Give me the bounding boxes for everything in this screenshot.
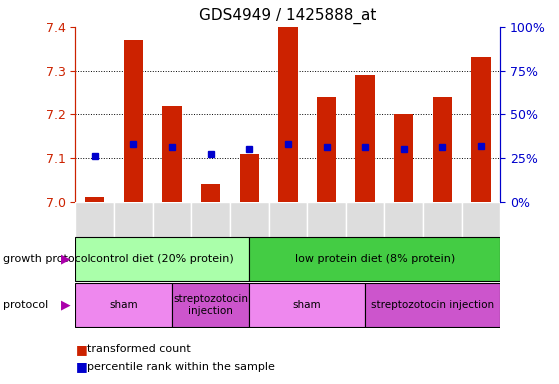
Text: growth protocol: growth protocol: [3, 254, 91, 264]
Text: sham: sham: [110, 300, 138, 310]
FancyBboxPatch shape: [249, 237, 500, 281]
FancyBboxPatch shape: [268, 202, 307, 238]
FancyBboxPatch shape: [153, 202, 191, 238]
FancyBboxPatch shape: [114, 202, 153, 238]
FancyBboxPatch shape: [249, 283, 365, 328]
Text: ■: ■: [75, 360, 87, 373]
Text: ■: ■: [75, 343, 87, 356]
FancyBboxPatch shape: [365, 283, 500, 328]
FancyBboxPatch shape: [75, 283, 172, 328]
Text: ▶: ▶: [61, 299, 71, 312]
FancyBboxPatch shape: [462, 202, 500, 238]
Bar: [162, 106, 182, 202]
Text: low protein diet (8% protein): low protein diet (8% protein): [295, 254, 455, 264]
Text: percentile rank within the sample: percentile rank within the sample: [87, 362, 274, 372]
Text: control diet (20% protein): control diet (20% protein): [91, 254, 234, 264]
Bar: [317, 97, 336, 202]
Bar: [356, 75, 375, 202]
Title: GDS4949 / 1425888_at: GDS4949 / 1425888_at: [199, 8, 377, 24]
Text: protocol: protocol: [3, 300, 48, 310]
FancyBboxPatch shape: [230, 202, 268, 238]
FancyBboxPatch shape: [423, 202, 462, 238]
Bar: [471, 58, 491, 202]
Text: ▶: ▶: [61, 253, 71, 266]
Bar: [278, 27, 297, 202]
FancyBboxPatch shape: [75, 237, 249, 281]
Text: sham: sham: [293, 300, 321, 310]
Bar: [433, 97, 452, 202]
FancyBboxPatch shape: [346, 202, 385, 238]
FancyBboxPatch shape: [191, 202, 230, 238]
Text: transformed count: transformed count: [87, 344, 191, 354]
Bar: [201, 184, 220, 202]
Bar: [85, 197, 105, 202]
Bar: [124, 40, 143, 202]
Text: streptozotocin injection: streptozotocin injection: [371, 300, 494, 310]
Bar: [394, 114, 414, 202]
Text: streptozotocin
injection: streptozotocin injection: [173, 295, 248, 316]
FancyBboxPatch shape: [75, 202, 114, 238]
FancyBboxPatch shape: [172, 283, 249, 328]
Bar: [240, 154, 259, 202]
FancyBboxPatch shape: [385, 202, 423, 238]
FancyBboxPatch shape: [307, 202, 346, 238]
